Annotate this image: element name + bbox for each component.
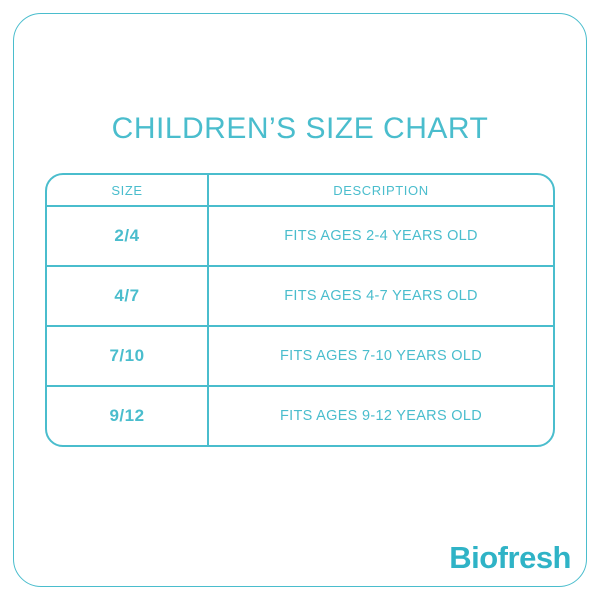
page-title: CHILDREN’S SIZE CHART [111, 112, 489, 145]
table-header-row: SIZE DESCRIPTION [47, 175, 553, 205]
size-value: 7/10 [47, 327, 209, 385]
size-table: SIZE DESCRIPTION 2/4 FITS AGES 2-4 YEARS… [45, 173, 555, 447]
size-description: FITS AGES 9-12 YEARS OLD [280, 408, 482, 424]
table-row: 2/4 FITS AGES 2-4 YEARS OLD [47, 205, 553, 265]
table-row: 9/12 FITS AGES 9-12 YEARS OLD [47, 385, 553, 445]
column-header-size: SIZE [47, 175, 209, 205]
table-row: 7/10 FITS AGES 7-10 YEARS OLD [47, 325, 553, 385]
size-value: 2/4 [47, 207, 209, 265]
size-value: 9/12 [47, 387, 209, 445]
biofresh-logo: Biofresh [449, 540, 571, 575]
size-value: 4/7 [47, 267, 209, 325]
size-description: FITS AGES 7-10 YEARS OLD [280, 348, 482, 364]
column-header-description: DESCRIPTION [333, 182, 429, 198]
table-row: 4/7 FITS AGES 4-7 YEARS OLD [47, 265, 553, 325]
size-description: FITS AGES 4-7 YEARS OLD [284, 288, 478, 304]
size-description: FITS AGES 2-4 YEARS OLD [284, 228, 478, 244]
